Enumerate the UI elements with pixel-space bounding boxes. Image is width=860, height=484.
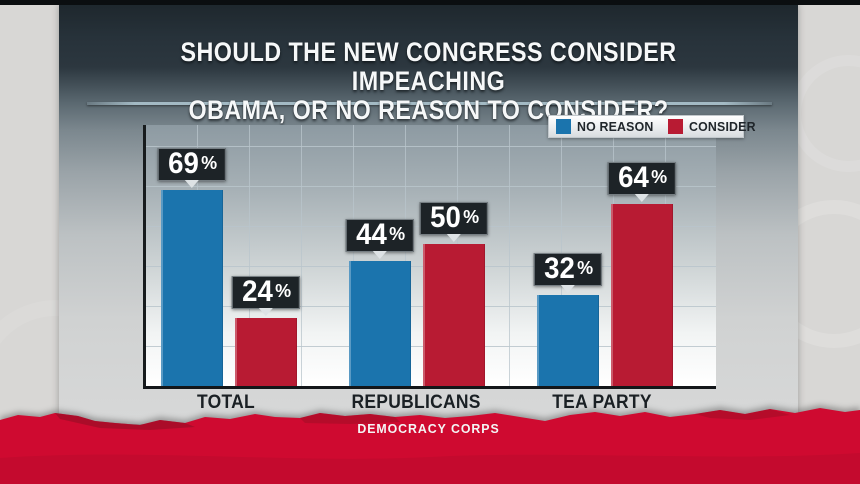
value-number: 69	[168, 147, 199, 181]
bar-fill	[161, 190, 223, 386]
percent-sign: %	[201, 153, 218, 174]
background-ring-decoration	[790, 55, 860, 172]
bar-group-republicans: 44% 50%	[345, 125, 489, 386]
category-label-republicans: REPUBLICANS	[351, 392, 481, 413]
value-label: 24%	[231, 274, 301, 316]
value-number: 32	[544, 252, 575, 286]
value-label: 44%	[345, 218, 415, 260]
bar-tea-party-no-reason: 32%	[533, 125, 603, 386]
bar-republicans-no-reason: 44%	[345, 125, 415, 386]
value-number: 44	[356, 218, 387, 252]
bar-fill	[235, 317, 297, 386]
bar-groups: 69% 24%	[146, 125, 716, 386]
title-line-1: SHOULD THE NEW CONGRESS CONSIDER IMPEACH…	[180, 37, 677, 96]
chart-title: SHOULD THE NEW CONGRESS CONSIDER IMPEACH…	[59, 38, 798, 125]
value-number: 50	[430, 201, 461, 235]
bar-fill	[611, 204, 673, 386]
value-number: 24	[242, 274, 273, 308]
percent-sign: %	[463, 207, 480, 228]
legend-label-consider: CONSIDER	[688, 119, 756, 134]
percent-sign: %	[577, 258, 594, 279]
percent-sign: %	[389, 224, 406, 245]
percent-sign: %	[275, 280, 292, 301]
value-label: 50%	[419, 201, 489, 243]
plot-area: 69% 24%	[143, 125, 716, 389]
bar-total-no-reason: 69%	[157, 125, 227, 386]
bar-group-total: 69% 24%	[157, 125, 301, 386]
torn-paper-banner	[0, 408, 860, 484]
top-black-bar	[0, 0, 860, 5]
main-panel: SHOULD THE NEW CONGRESS CONSIDER IMPEACH…	[59, 4, 798, 424]
category-label-tea-party: TEA PARTY	[552, 392, 652, 413]
chart-legend: NO REASON CONSIDER	[548, 115, 755, 138]
bar-fill	[349, 261, 411, 386]
value-label: 64%	[607, 161, 677, 203]
value-label: 69%	[157, 147, 227, 189]
legend-swatch-no-reason	[556, 119, 571, 134]
label-pointer-icon	[372, 251, 387, 260]
label-pointer-icon	[258, 307, 273, 316]
value-label: 32%	[533, 252, 603, 294]
bar-total-consider: 24%	[231, 125, 301, 386]
bar-group-tea-party: 32% 64%	[533, 125, 677, 386]
category-label-total: TOTAL	[196, 392, 256, 413]
bar-tea-party-consider: 64%	[607, 125, 677, 386]
legend-label-no-reason: NO REASON	[577, 119, 654, 134]
percent-sign: %	[651, 167, 668, 188]
value-number: 64	[618, 161, 649, 195]
bar-fill	[537, 295, 599, 386]
source-label: DEMOCRACY CORPS	[357, 421, 500, 436]
legend-swatch-consider	[667, 119, 683, 134]
label-pointer-icon	[446, 234, 461, 243]
bar-republicans-consider: 50%	[419, 125, 489, 386]
label-pointer-icon	[634, 194, 649, 203]
label-pointer-icon	[560, 285, 575, 294]
bar-fill	[423, 244, 485, 386]
title-divider	[87, 102, 772, 105]
label-pointer-icon	[184, 180, 199, 189]
category-axis: TOTAL REPUBLICANS TEA PARTY	[143, 392, 728, 414]
